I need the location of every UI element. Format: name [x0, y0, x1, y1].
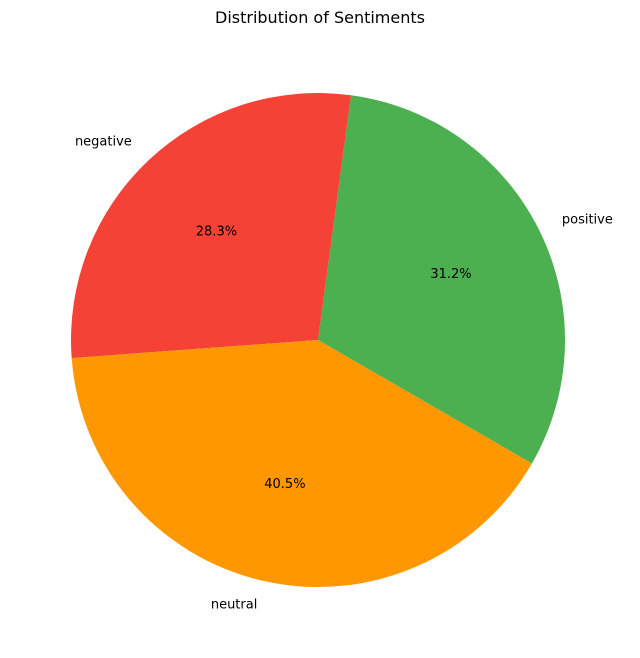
slice-percent-negative: 28.3% — [196, 225, 237, 240]
pie-slice-neutral — [71, 340, 532, 588]
pie-labels: positive 31.2% negative 28.3% neutral 40.5% — [75, 135, 613, 613]
slice-label-negative: negative — [75, 135, 132, 150]
slice-label-positive: positive — [562, 213, 613, 228]
chart-title: Distribution of Sentiments — [215, 8, 425, 27]
pie-slice-negative — [71, 92, 352, 359]
slice-percent-neutral: 40.5% — [264, 477, 305, 492]
slice-percent-positive: 31.2% — [430, 267, 471, 282]
slice-label-neutral: neutral — [211, 597, 258, 612]
pie-slices — [71, 92, 565, 588]
pie-slice-positive — [318, 95, 565, 464]
